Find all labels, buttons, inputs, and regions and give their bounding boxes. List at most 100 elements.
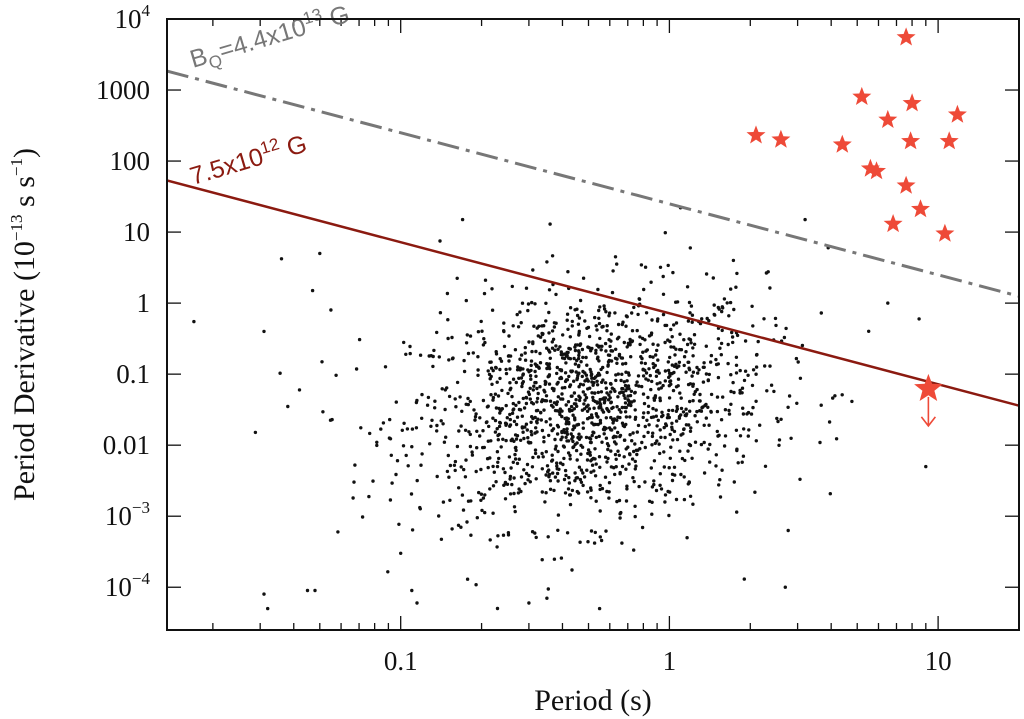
pulsar-dot xyxy=(751,368,756,372)
pulsar-dot xyxy=(667,466,671,470)
pulsar-dot xyxy=(674,419,679,423)
pulsar-dot xyxy=(375,440,379,444)
pulsar-dot xyxy=(522,436,526,441)
pulsar-dot xyxy=(395,459,400,463)
axis-ticks xyxy=(167,18,1020,630)
pulsar-dot xyxy=(735,448,739,453)
pulsar-dot xyxy=(636,423,641,428)
pulsar-dot xyxy=(709,360,713,364)
pulsar-dot xyxy=(485,405,490,409)
pulsar-dot xyxy=(439,537,444,541)
pulsar-dot xyxy=(609,390,613,394)
pulsar-dot xyxy=(585,417,590,421)
pulsar-dot xyxy=(585,363,589,367)
pulsar-dot xyxy=(580,374,584,379)
pulsar-dot xyxy=(656,358,660,362)
pulsar-dot xyxy=(564,361,568,365)
pulsar-dot xyxy=(575,313,580,318)
pulsar-dot xyxy=(439,419,443,423)
pulsar-dot xyxy=(447,475,451,479)
pulsar-dot xyxy=(547,433,551,438)
pulsar-dot xyxy=(664,423,669,428)
pulsar-dot xyxy=(508,388,512,392)
pulsar-dot xyxy=(504,371,509,376)
pulsar-dot xyxy=(658,472,662,476)
pulsar-dot xyxy=(530,530,535,534)
pulsar-dot xyxy=(667,384,671,388)
pulsar-dot xyxy=(719,341,724,346)
pulsar-dot xyxy=(534,535,538,540)
pulsar-dot xyxy=(675,437,680,442)
pulsar-dot xyxy=(383,365,388,369)
pulsar-dot xyxy=(616,415,620,419)
pulsar-dot xyxy=(699,409,704,413)
pulsar-dot xyxy=(328,418,333,422)
pulsar-dot xyxy=(754,353,759,357)
pulsar-dot xyxy=(531,341,535,346)
pulsar-dot xyxy=(614,378,618,383)
pulsar-dot xyxy=(531,268,535,272)
pulsar-dot xyxy=(408,344,412,349)
pulsar-dot xyxy=(487,424,491,429)
pulsar-dot xyxy=(556,425,561,429)
pulsar-dot xyxy=(446,336,450,341)
pulsar-dot xyxy=(526,308,530,313)
pulsar-dot xyxy=(474,412,478,416)
pulsar-dot xyxy=(547,331,551,335)
pulsar-dot xyxy=(584,396,589,400)
pulsar-dot xyxy=(684,423,689,427)
pulsar-dot xyxy=(609,332,613,336)
pulsar-dot xyxy=(472,408,476,412)
pulsar-dot xyxy=(850,399,854,404)
pulsar-dot xyxy=(540,467,544,471)
pulsar-dot xyxy=(540,490,544,494)
pulsar-dot xyxy=(402,421,406,425)
pulsar-dot xyxy=(504,367,508,372)
field-line-label: 7.5x1012 G xyxy=(186,127,310,191)
pulsar-dot xyxy=(633,390,637,395)
pulsar-dot xyxy=(662,450,666,454)
pulsar-dot xyxy=(511,401,515,406)
pulsar-dot xyxy=(508,424,512,428)
pulsar-dot xyxy=(533,302,537,306)
pulsar-dot xyxy=(606,364,610,368)
pulsar-dot xyxy=(483,510,487,515)
pulsar-dot xyxy=(508,477,512,481)
pulsar-dot xyxy=(567,346,571,351)
pulsar-dot xyxy=(555,471,560,476)
pulsar-dot xyxy=(591,430,595,434)
pulsar-dot xyxy=(581,390,585,394)
pulsar-dot xyxy=(501,437,505,441)
pulsar-dot xyxy=(555,432,560,436)
pulsar-dot xyxy=(886,301,890,305)
pulsar-dot xyxy=(445,386,449,390)
pulsar-dot xyxy=(917,317,921,321)
pulsar-dot xyxy=(526,368,530,372)
pulsar-dot xyxy=(746,373,750,377)
pulsar-dot xyxy=(679,396,683,400)
pulsar-dot xyxy=(696,371,700,375)
pulsar-dot xyxy=(531,388,535,392)
pulsar-dot xyxy=(456,523,461,527)
pulsar-dot xyxy=(515,415,520,419)
pulsar-dot xyxy=(626,384,631,388)
pulsar-dot xyxy=(717,433,721,437)
pulsar-dot xyxy=(742,577,746,581)
pulsar-dot xyxy=(732,480,736,484)
y-tick-label: 0.01 xyxy=(103,430,150,460)
pulsar-dot xyxy=(731,380,735,385)
pulsar-dot xyxy=(606,398,611,402)
pulsar-dot xyxy=(621,387,625,391)
pulsar-dot xyxy=(640,356,644,361)
pulsar-dot xyxy=(482,337,486,341)
pulsar-dot xyxy=(553,348,557,352)
pulsar-dot xyxy=(599,390,604,394)
pulsar-dot xyxy=(624,415,629,419)
pulsar-dot xyxy=(544,473,548,477)
pulsar-dot xyxy=(410,588,414,593)
pulsar-dot xyxy=(644,349,648,353)
pulsar-dot xyxy=(663,231,667,235)
pulsar-dot xyxy=(627,462,631,466)
pulsar-dot xyxy=(576,435,580,440)
pulsar-dot xyxy=(796,360,800,364)
